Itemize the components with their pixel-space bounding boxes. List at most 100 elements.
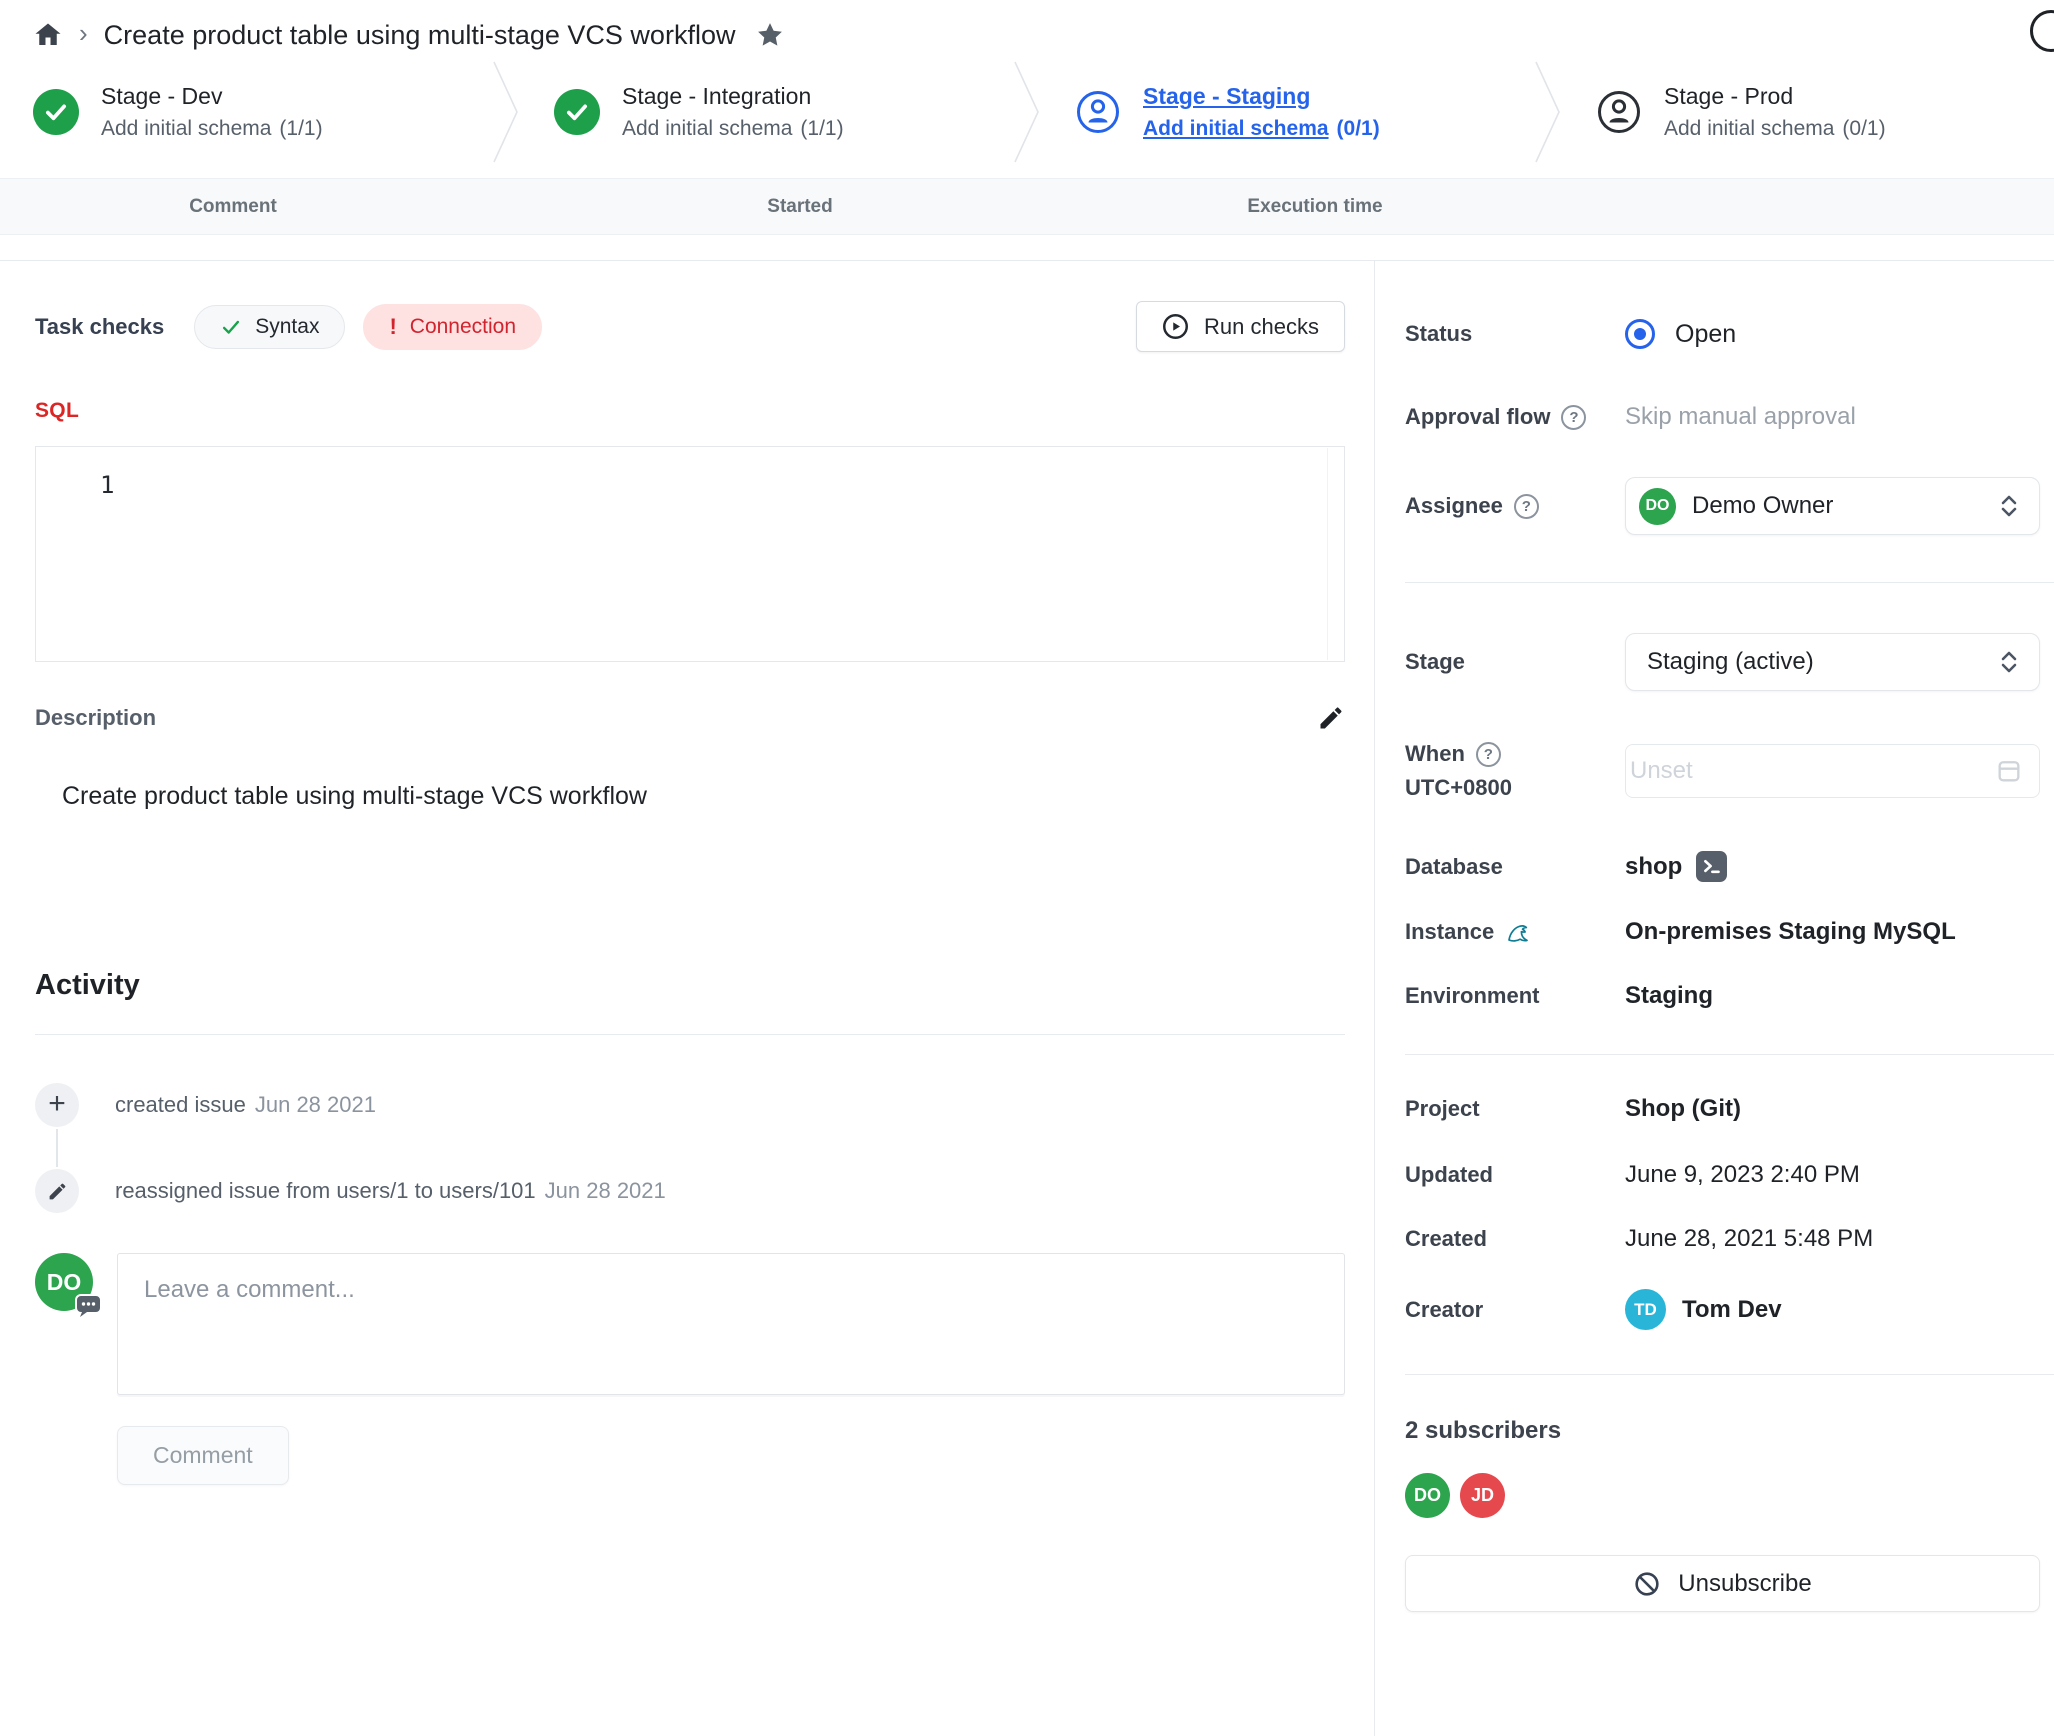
- pencil-icon: [35, 1169, 79, 1213]
- event-connector: [56, 1129, 58, 1167]
- approval-flow-row: Approval flow ? Skip manual approval: [1405, 403, 2040, 431]
- question-icon[interactable]: ?: [1475, 741, 1501, 767]
- status-value: Open: [1675, 319, 1737, 348]
- stage-item-prod[interactable]: Stage - Prod Add initial schema (0/1): [1563, 83, 2054, 141]
- home-icon[interactable]: [33, 20, 63, 50]
- check-circle-icon: [33, 89, 79, 135]
- subscriber-avatar-do: DO: [1405, 1473, 1450, 1518]
- environment-row: Environment Staging: [1405, 982, 2040, 1010]
- status-row: Status Open: [1405, 319, 2040, 349]
- subscribers-avatars: DO JD: [1405, 1473, 2040, 1518]
- event-text: created issue Jun 28 2021: [115, 1092, 376, 1117]
- avatar: DO: [35, 1253, 102, 1317]
- approval-flow-label: Approval flow ?: [1405, 404, 1625, 430]
- stage-title: Stage - Integration: [622, 83, 812, 109]
- editor-scrollbar[interactable]: [1327, 448, 1328, 660]
- stage-separator-icon: [1535, 61, 1560, 163]
- stage-label: Stage: [1405, 649, 1465, 674]
- when-label: When ? UTC+0800: [1405, 741, 1513, 800]
- run-checks-button[interactable]: Run checks: [1136, 301, 1345, 352]
- status-radio[interactable]: [1625, 319, 1655, 349]
- description-text: Create product table using multi-stage V…: [62, 782, 647, 810]
- stage-select-value: Staging (active): [1647, 648, 1814, 675]
- project-value[interactable]: Shop (Git): [1625, 1095, 1741, 1122]
- database-label: Database: [1405, 853, 1503, 879]
- breadcrumb: › Create product table using multi-stage…: [0, 0, 2054, 60]
- assignee-row: Assignee ? DO Demo Owner: [1405, 477, 2040, 535]
- user-circle-icon: [1075, 89, 1121, 135]
- page-title: Create product table using multi-stage V…: [103, 19, 736, 50]
- stage-select[interactable]: Staging (active): [1625, 633, 2040, 691]
- calendar-icon: [1998, 761, 2020, 782]
- comment-input[interactable]: [117, 1253, 1345, 1395]
- creator-name: Tom Dev: [1682, 1295, 1782, 1323]
- instance-value: On-premises Staging MySQL: [1625, 918, 1956, 945]
- task-table-header: Comment Started Execution time: [0, 178, 2054, 235]
- stage-subtitle: Add initial schema (0/1): [1143, 117, 1380, 140]
- subscriber-avatar-jd: JD: [1460, 1473, 1505, 1518]
- unsubscribe-button[interactable]: Unsubscribe: [1405, 1555, 2040, 1612]
- creator-label: Creator: [1405, 1296, 1484, 1322]
- project-label: Project: [1405, 1096, 1480, 1121]
- database-row: Database shop: [1405, 851, 2040, 882]
- stage-separator-icon: [1014, 61, 1039, 163]
- updated-row: Updated June 9, 2023 2:40 PM: [1405, 1161, 2040, 1189]
- description-label: Description: [35, 705, 157, 730]
- stage-subtitle: Add initial schema (1/1): [622, 117, 844, 140]
- environment-value: Staging: [1625, 982, 1713, 1009]
- pencil-icon: [1320, 707, 1342, 729]
- select-carets-icon: [2001, 495, 2017, 517]
- when-input[interactable]: [1625, 744, 2040, 798]
- stage-subtitle: Add initial schema (1/1): [101, 117, 323, 140]
- comment-composer: DO: [35, 1253, 1345, 1395]
- task-checks-label: Task checks: [35, 313, 165, 339]
- creator-row: Creator TD Tom Dev: [1405, 1289, 2040, 1330]
- question-icon[interactable]: ?: [1513, 493, 1539, 519]
- creator-avatar: TD: [1625, 1289, 1666, 1330]
- check-circle-icon: [554, 89, 600, 135]
- sidebar-divider: [1405, 1374, 2054, 1375]
- activity-heading: Activity: [35, 969, 140, 1001]
- stage-title: Stage - Staging: [1143, 83, 1311, 109]
- activity-divider: [35, 1034, 1345, 1035]
- sql-line-number: 1: [100, 471, 115, 499]
- sql-console-icon[interactable]: [1696, 851, 1728, 882]
- edit-description-button[interactable]: [1317, 704, 1345, 732]
- sidebar-divider: [1405, 582, 2054, 583]
- when-timezone: UTC+0800: [1405, 775, 1513, 800]
- updated-label: Updated: [1405, 1162, 1493, 1187]
- event-date: Jun 28 2021: [544, 1178, 666, 1203]
- activity-feed: + created issue Jun 28 2021 reassigned is…: [35, 1083, 1345, 1485]
- status-label: Status: [1405, 321, 1473, 346]
- comment-button[interactable]: Comment: [117, 1426, 289, 1485]
- created-label: Created: [1405, 1226, 1487, 1251]
- check-icon: [223, 320, 240, 334]
- created-row: Created June 28, 2021 5:48 PM: [1405, 1225, 2040, 1253]
- description-header: Description: [35, 704, 1345, 732]
- stage-title: Stage - Prod: [1664, 83, 1794, 109]
- column-header-comment: Comment: [189, 195, 277, 217]
- breadcrumb-chevron-icon: ›: [79, 17, 88, 48]
- stage-subtitle: Add initial schema (0/1): [1664, 117, 1886, 140]
- sql-label: SQL: [35, 399, 80, 422]
- stage-separator-icon: [493, 61, 518, 163]
- stage-item-integration[interactable]: Stage - Integration Add initial schema (1…: [521, 83, 1012, 141]
- check-badge-syntax[interactable]: Syntax: [194, 304, 346, 349]
- plus-icon: +: [35, 1083, 79, 1127]
- question-icon[interactable]: ?: [1561, 404, 1587, 430]
- star-icon[interactable]: [755, 20, 785, 50]
- sidebar: Status Open Approval flow ? Skip manual …: [1374, 261, 2054, 1736]
- stage-title: Stage - Dev: [101, 83, 223, 109]
- database-value[interactable]: shop: [1625, 852, 1683, 880]
- assignee-select[interactable]: DO Demo Owner: [1625, 477, 2040, 535]
- exclamation-icon: !: [389, 313, 397, 339]
- sql-editor[interactable]: 1: [35, 446, 1345, 662]
- mysql-icon: [1508, 925, 1529, 942]
- stage-item-dev[interactable]: Stage - Dev Add initial schema (1/1): [0, 83, 491, 141]
- check-badge-connection[interactable]: ! Connection: [363, 303, 543, 350]
- assignee-label: Assignee ?: [1405, 493, 1625, 519]
- stage-item-staging[interactable]: Stage - Staging Add initial schema (0/1): [1042, 83, 1533, 141]
- instance-row: Instance On-premises Staging MySQL: [1405, 918, 2040, 946]
- environment-label: Environment: [1405, 983, 1540, 1008]
